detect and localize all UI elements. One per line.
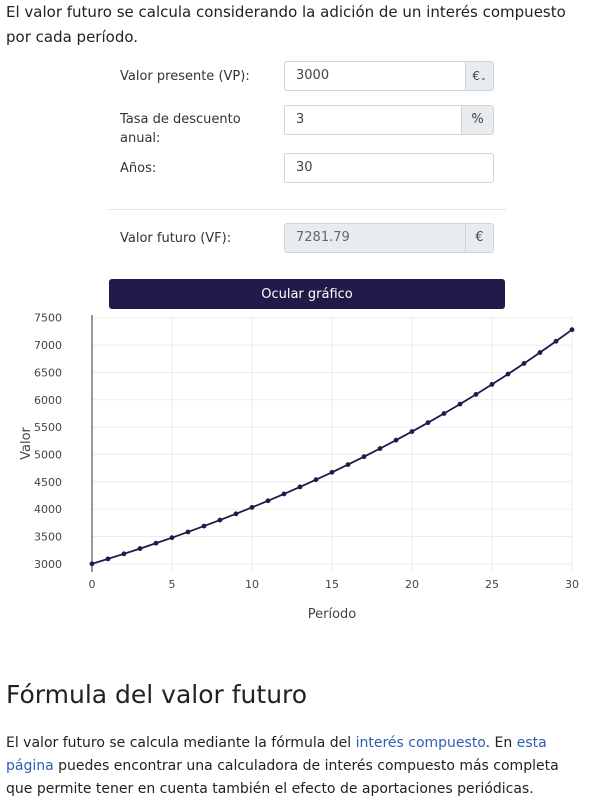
data-point	[105, 556, 111, 562]
data-point	[537, 350, 543, 355]
data-point	[137, 546, 143, 551]
years-input[interactable]: 30	[284, 153, 494, 183]
future-value-group: 7281.79 €	[284, 223, 494, 253]
x-tick-label: 25	[485, 578, 499, 591]
future-value-label: Valor futuro (VF):	[120, 231, 232, 246]
currency-symbol: €	[472, 69, 480, 83]
data-point	[121, 551, 127, 557]
future-value-output: 7281.79	[284, 223, 466, 253]
x-tick-label: 15	[325, 578, 339, 591]
form-divider	[108, 209, 506, 210]
euro-addon: €	[466, 223, 494, 253]
data-point	[201, 523, 207, 529]
y-axis-title: Valor	[19, 426, 34, 459]
rate-input[interactable]: 3	[284, 105, 462, 135]
this-page-link[interactable]: esta página	[6, 735, 547, 774]
x-tick-labels: 0 5 10 15 20 25 30	[89, 578, 580, 591]
y-tick-label: 6000	[34, 394, 62, 407]
y-tick-label: 7500	[34, 312, 62, 325]
data-point	[265, 498, 271, 504]
data-points	[89, 327, 575, 567]
present-value-label: Valor presente (VP):	[120, 69, 250, 84]
paragraph-text-1: El valor futuro se calcula mediante la f…	[6, 735, 356, 751]
y-tick-label: 4000	[34, 503, 62, 516]
data-point	[489, 381, 495, 387]
data-point	[441, 411, 447, 416]
data-point	[377, 446, 383, 451]
present-value-input[interactable]: 3000	[284, 61, 466, 91]
data-point	[473, 391, 479, 397]
present-value-group: 3000 €⌄	[284, 61, 494, 91]
formula-paragraph: El valor futuro se calcula mediante la f…	[6, 732, 586, 801]
y-tick-labels: 3000 3500 4000 4500 5000 5500 6000 6500 7000 7500	[34, 312, 62, 571]
data-point	[569, 327, 575, 333]
x-tick-label: 30	[565, 578, 579, 591]
section-heading: Fórmula del valor futuro	[6, 680, 308, 709]
y-tick-label: 3000	[34, 558, 62, 571]
x-tick-label: 5	[169, 578, 176, 591]
compound-interest-link[interactable]: interés compuesto	[355, 735, 486, 751]
rate-label: Tasa de descuento anual:	[120, 110, 241, 148]
years-label: Años:	[120, 161, 157, 176]
data-point	[457, 401, 463, 407]
paragraph-text-3: puedes encontrar una calculadora de inte…	[6, 758, 559, 797]
data-point	[409, 429, 415, 434]
data-point	[249, 504, 255, 510]
data-point	[505, 371, 511, 377]
data-point	[329, 469, 335, 475]
percent-addon: %	[462, 105, 494, 135]
data-point	[425, 420, 431, 426]
y-tick-label: 4500	[34, 476, 62, 489]
y-tick-label: 7000	[34, 339, 62, 352]
data-point	[217, 517, 223, 523]
data-point	[361, 454, 367, 460]
y-tick-label: 3500	[34, 530, 62, 543]
currency-select[interactable]: €⌄	[466, 61, 494, 91]
data-point	[169, 535, 175, 541]
data-point	[281, 491, 287, 497]
x-tick-label: 10	[245, 578, 259, 591]
chevron-down-icon: ⌄	[479, 73, 487, 82]
x-tick-label: 0	[89, 578, 96, 591]
rate-group: 3 %	[284, 105, 494, 135]
chart-grid	[92, 315, 573, 572]
rate-label-line1: Tasa de descuento	[120, 112, 241, 127]
paragraph-text-2: . En	[485, 735, 517, 751]
data-point	[233, 511, 239, 517]
y-tick-label: 5500	[34, 421, 62, 434]
rate-label-line2: anual:	[120, 131, 161, 146]
x-axis-title: Período	[308, 607, 357, 622]
data-point	[297, 484, 303, 490]
x-tick-label: 20	[405, 578, 419, 591]
future-value-chart: 3000 3500 4000 4500 5000 5500 6000 6500 7000 7500…	[19, 312, 580, 622]
intro-text: El valor futuro se calcula considerando …	[6, 3, 566, 46]
toggle-chart-button[interactable]: Ocular gráfico	[109, 279, 505, 309]
y-tick-label: 5000	[34, 448, 62, 461]
y-tick-label: 6500	[34, 366, 62, 379]
data-point	[313, 477, 319, 483]
data-point	[393, 437, 399, 443]
data-point	[153, 540, 159, 546]
data-point	[553, 338, 559, 344]
data-point	[521, 361, 527, 366]
years-group: 30	[284, 153, 494, 183]
data-point	[345, 462, 351, 468]
data-point	[89, 561, 95, 567]
data-point	[185, 529, 191, 535]
